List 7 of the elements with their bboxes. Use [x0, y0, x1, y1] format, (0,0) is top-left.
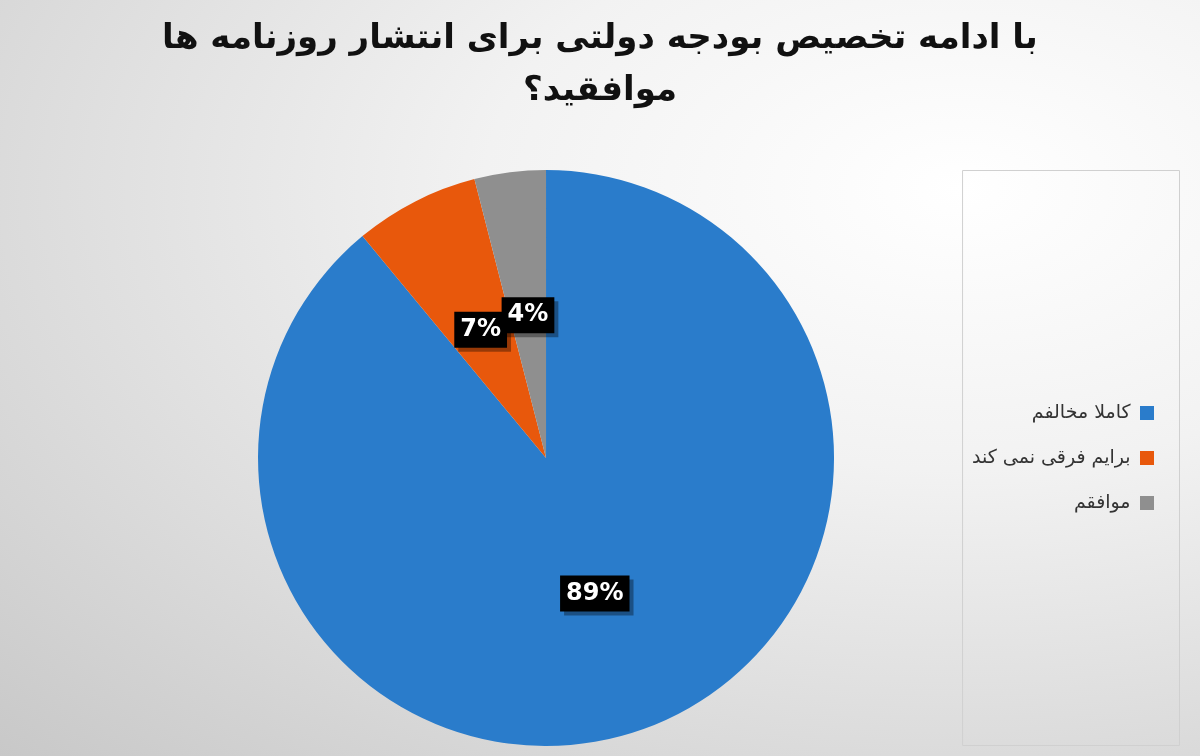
data-label: 89%: [566, 577, 624, 606]
chart-title: با ادامه تخصیص بودجه دولتی برای انتشار روزنامه ها موافقید؟: [161, 15, 1039, 111]
data-label: 4%: [507, 299, 549, 328]
legend-label: کاملا مخالفم: [1031, 399, 1132, 423]
legend-label: برایم فرقی نمی کند: [972, 444, 1131, 468]
legend-label: موافقم: [1073, 489, 1131, 513]
data-label: 7%: [460, 313, 502, 342]
